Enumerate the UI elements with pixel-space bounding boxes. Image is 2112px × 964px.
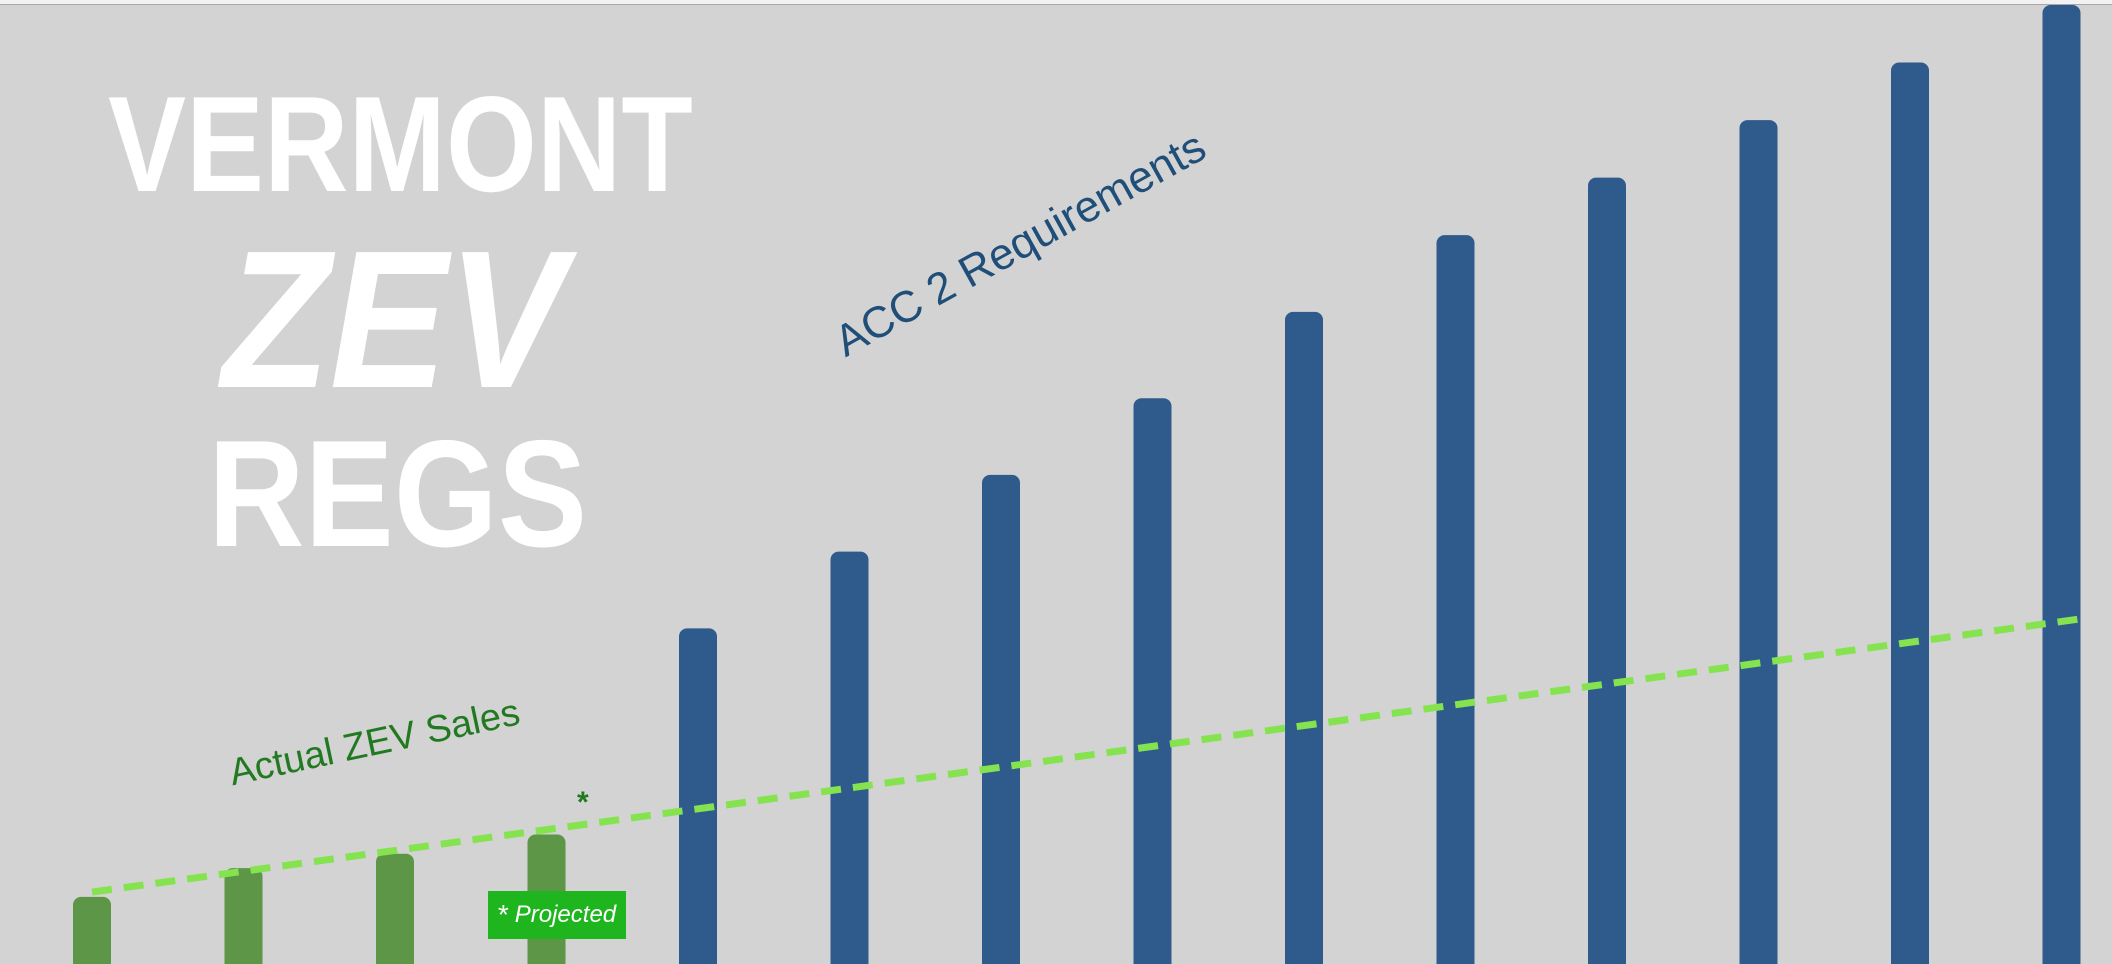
requirement-bar-6 (982, 474, 1020, 964)
sales-bar-0 (73, 896, 111, 964)
title-regs: REGS (208, 409, 588, 579)
projected-asterisk: * (577, 786, 589, 819)
top-border (0, 0, 2112, 5)
requirement-bar-5 (830, 551, 869, 964)
sales-bar-2 (376, 853, 414, 964)
requirement-bar-7 (1133, 398, 1172, 964)
projected-note: * Projected (488, 891, 626, 939)
requirement-bar-4 (679, 628, 717, 964)
requirement-bar-9 (1436, 235, 1475, 964)
sales-bar-1 (224, 868, 263, 964)
requirement-bar-10 (1588, 177, 1626, 964)
title-block: VERMONT ZEV REGS (0, 0, 800, 600)
title-vermont: VERMONT (108, 68, 693, 220)
requirement-bar-11 (1739, 120, 1778, 964)
requirement-bar-12 (1891, 62, 1929, 964)
sales-trend-line (91, 615, 2082, 896)
requirement-bar-8 (1285, 311, 1323, 964)
requirement-bar-13 (2042, 5, 2081, 964)
title-zev: ZEV (222, 210, 566, 429)
projected-note-text: Projected (514, 901, 617, 928)
projected-note-star: * (497, 899, 509, 930)
